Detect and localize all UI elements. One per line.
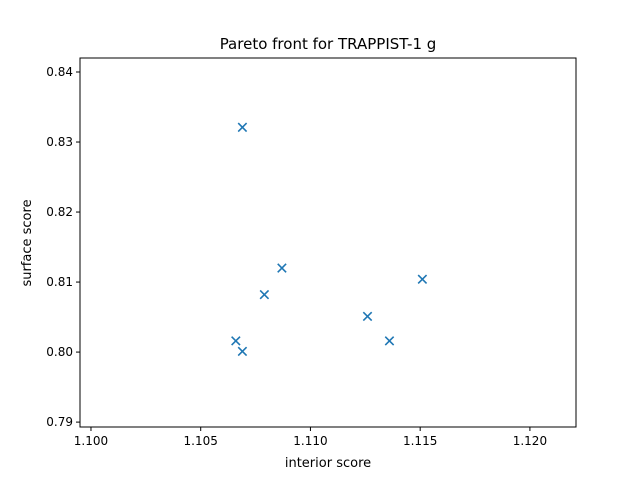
data-point-x-marker (237, 346, 248, 357)
y-axis-label: surface score (20, 199, 35, 286)
data-point-x-marker (237, 122, 248, 133)
data-point-x-marker (417, 274, 428, 285)
data-point-x-marker (231, 336, 241, 346)
x-tick-label: 1.115 (403, 434, 437, 448)
plot-frame (79, 57, 577, 428)
x-tick-label: 1.105 (184, 434, 218, 448)
x-tick-label: 1.110 (293, 434, 327, 448)
data-point-x-marker (384, 336, 395, 346)
y-tick-label: 0.82 (46, 205, 73, 219)
data-point-x-marker (362, 311, 373, 322)
plot-area (80, 58, 576, 427)
y-tick-label: 0.80 (46, 345, 73, 359)
data-points (231, 122, 428, 357)
y-tick-label: 0.84 (46, 65, 73, 79)
data-point-x-marker (277, 263, 287, 273)
data-point-x-marker (259, 289, 270, 300)
x-tick-label: 1.120 (513, 434, 547, 448)
y-tick-label: 0.83 (46, 135, 73, 149)
x-axis-ticks: 1.100 1.105 1.110 1.115 1.120 (74, 427, 547, 448)
y-tick-label: 0.81 (46, 275, 73, 289)
x-axis-label: interior score (285, 456, 371, 471)
chart-title: Pareto front for TRAPPIST-1 g (220, 35, 437, 53)
y-tick-label: 0.79 (46, 415, 73, 429)
x-tick-label: 1.100 (74, 434, 108, 448)
y-axis-ticks: 0.79 0.80 0.81 0.82 0.83 0.84 (46, 65, 80, 429)
